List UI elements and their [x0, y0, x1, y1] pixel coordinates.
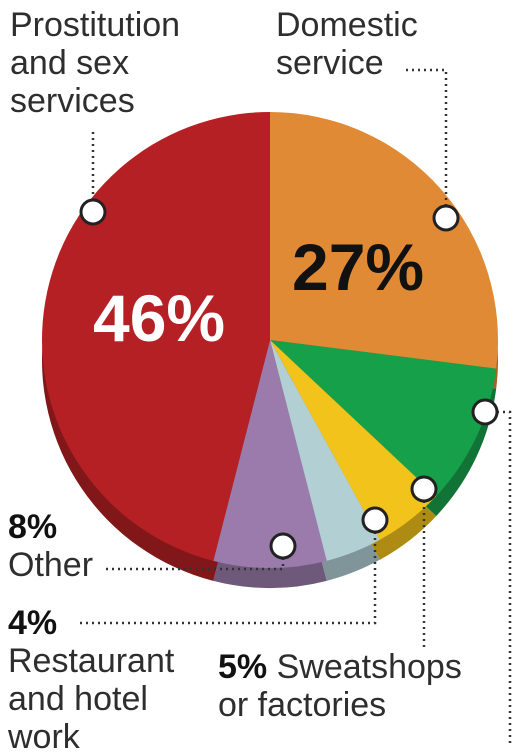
label-restaurant: 4% Restaurant and hotel work	[8, 604, 174, 756]
label-domestic: Domestic service	[276, 6, 418, 82]
leader-green	[485, 410, 512, 744]
marker-sweatshop	[410, 475, 438, 503]
label-domestic-line2: service	[276, 44, 384, 82]
leader-restaurant	[80, 520, 377, 625]
label-restaurant-line2: and hotel	[8, 680, 148, 718]
label-other-name: Other	[8, 546, 94, 584]
label-prostitution-line1: Prostitution	[10, 6, 181, 44]
label-sweatshop-line2: or factories	[218, 686, 387, 724]
pie-slice-1	[270, 340, 497, 497]
pie-slice-0	[270, 112, 498, 369]
marker-other	[269, 532, 297, 560]
marker-prostitution	[79, 198, 107, 226]
pie-slice-5	[42, 112, 271, 561]
slice-label-27: 27%	[292, 230, 425, 304]
pie-slice-2	[270, 340, 437, 540]
label-prostitution-line3: services	[10, 82, 135, 120]
marker-domestic	[432, 204, 460, 232]
slice-label-46: 46%	[93, 281, 226, 355]
label-other: 8% Other	[8, 508, 93, 584]
label-restaurant-line3: work	[8, 718, 80, 756]
label-domestic-line1: Domestic	[276, 6, 418, 44]
label-sweatshop: 5% Sweatshops or factories	[218, 648, 462, 724]
marker-green	[471, 398, 499, 426]
pie-slice-4	[213, 340, 327, 569]
label-restaurant-line1: Restaurant	[8, 642, 175, 680]
leader-domestic	[405, 68, 448, 218]
pie-slice-3	[270, 340, 380, 561]
label-sweatshop-pct: 5%	[218, 648, 268, 686]
label-prostitution-line2: and sex	[10, 44, 130, 82]
label-sweatshop-line1: Sweatshops	[276, 648, 462, 686]
marker-restaurant	[361, 506, 389, 534]
label-other-pct: 8%	[8, 508, 58, 546]
label-prostitution: Prostitution and sex services	[10, 6, 180, 120]
label-restaurant-pct: 4%	[8, 604, 58, 642]
